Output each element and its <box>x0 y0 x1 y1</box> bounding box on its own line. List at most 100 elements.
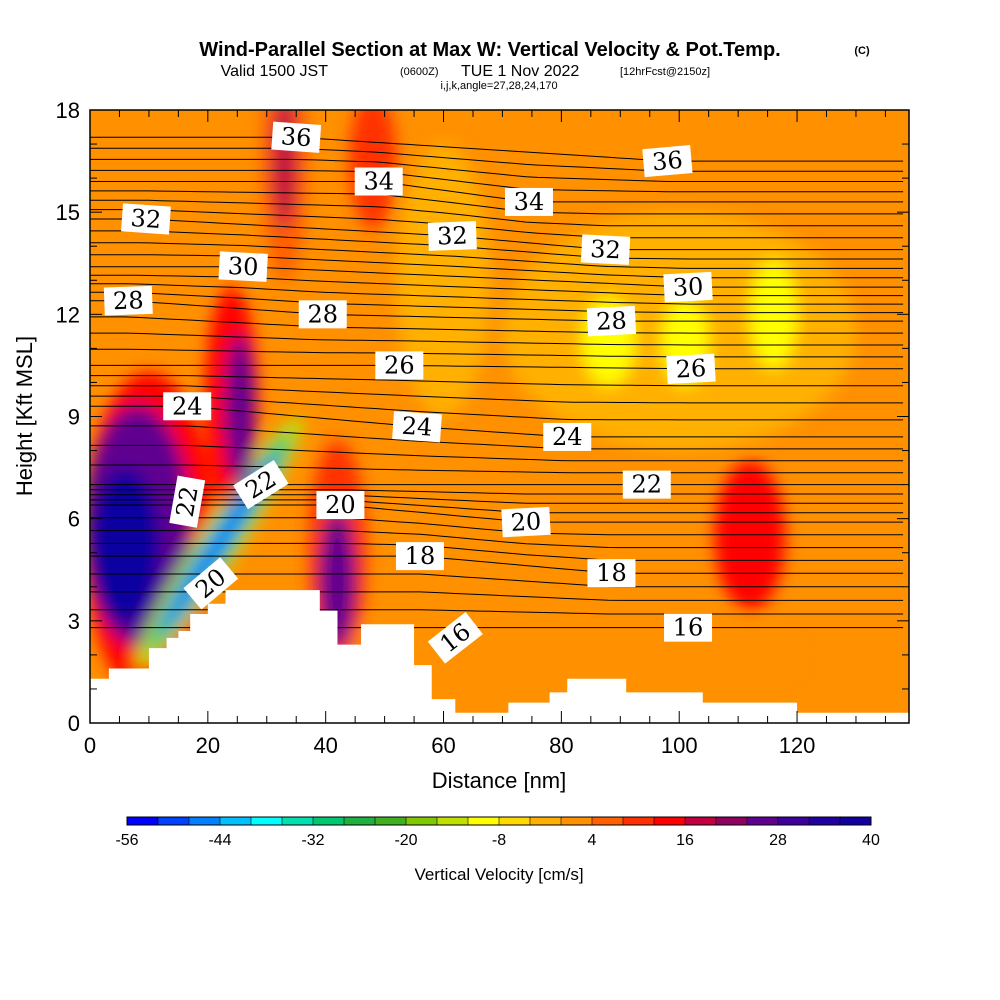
theta-label-group: 30 <box>663 271 713 303</box>
theta-contour-label: 18 <box>405 542 436 570</box>
theta-label-box <box>163 392 212 421</box>
colorbar-label: Vertical Velocity [cm/s] <box>414 865 583 884</box>
theta-label-box <box>169 475 206 528</box>
theta-contour-line <box>90 385 904 404</box>
colorbar-swatch <box>344 817 376 825</box>
theta-contours <box>90 136 904 629</box>
theta-contour-label: 26 <box>675 354 707 384</box>
theta-contour-line <box>90 181 904 203</box>
theta-contour-line <box>90 499 904 514</box>
theta-contour-line <box>90 291 904 314</box>
theta-contour-line <box>90 209 904 239</box>
theta-label-box <box>271 121 322 153</box>
x-tick-label: 0 <box>84 733 96 758</box>
theta-label-group: 34 <box>504 187 553 216</box>
theta-contour-line <box>90 316 904 334</box>
theta-contour-line <box>90 542 904 561</box>
theta-label-group: 32 <box>427 221 477 251</box>
theta-label-group: 22 <box>622 470 671 499</box>
theta-label-group: 36 <box>271 121 322 153</box>
theta-label-box <box>233 460 289 510</box>
colorbar-swatch <box>220 817 252 825</box>
x-axis-label: Distance [nm] <box>432 768 567 793</box>
theta-label-group: 18 <box>395 542 444 571</box>
colorbar-swatch <box>530 817 562 825</box>
theta-label-box <box>183 557 239 610</box>
theta-label-box <box>375 351 424 380</box>
colorbar-tick-label: 4 <box>588 832 597 849</box>
theta-contour-line <box>90 444 904 462</box>
theta-contour-line <box>90 158 904 182</box>
theta-label-group: 24 <box>392 411 442 443</box>
theta-contour-line <box>90 517 904 536</box>
title-tag: (C) <box>854 45 870 57</box>
colorbar-swatch <box>313 817 345 825</box>
y-tick-label: 9 <box>68 405 80 430</box>
theta-contour-line <box>90 464 904 474</box>
colorbar-swatch <box>809 817 841 825</box>
colorbar-swatch <box>654 817 686 825</box>
theta-contour-label: 28 <box>307 300 338 328</box>
theta-label-box <box>298 300 347 329</box>
theta-contour-line <box>90 136 904 162</box>
colorbar-swatch <box>747 817 779 825</box>
theta-label-box <box>218 251 268 282</box>
x-axis: 0 20 40 60 80 100 120 <box>84 110 886 758</box>
valid-time: Valid 1500 JST <box>221 63 329 80</box>
velocity-feature-15 <box>749 259 798 369</box>
velocity-feature-17 <box>714 460 786 611</box>
y-tick-label: 0 <box>68 711 80 736</box>
theta-contour-line <box>90 300 904 322</box>
colorbar-swatch <box>499 817 531 825</box>
theta-label-box <box>622 470 671 499</box>
colorbar-swatch <box>282 817 314 825</box>
y-axis-label: Height [Kft MSL] <box>12 336 37 496</box>
theta-contour-line <box>90 504 904 523</box>
y-tick-label: 3 <box>68 609 80 634</box>
theta-contour-line <box>90 591 904 601</box>
theta-label-box <box>504 187 553 216</box>
theta-label-group: 26 <box>375 351 424 380</box>
theta-label-box <box>121 203 171 235</box>
colorbar-swatch <box>127 817 159 825</box>
theta-contour-label: 36 <box>651 146 684 177</box>
colorbar-swatch <box>840 817 872 825</box>
theta-contour-line <box>90 425 904 450</box>
terrain-profile <box>90 590 909 723</box>
theta-contour-label: 30 <box>672 272 704 302</box>
colorbar-swatch <box>778 817 810 825</box>
theta-label-box <box>103 285 153 316</box>
colorbar-swatch <box>437 817 469 825</box>
colorbar-swatch <box>375 817 407 825</box>
theta-contour-label: 32 <box>437 221 469 250</box>
theta-label-group: 28 <box>298 300 347 329</box>
theta-contour-line <box>90 364 904 370</box>
x-tick-label: 120 <box>779 733 816 758</box>
colorbar-swatch <box>189 817 221 825</box>
grid-indices: i,j,k,angle=27,28,24,170 <box>440 80 557 92</box>
theta-label-box <box>666 353 716 385</box>
theta-label-group: 28 <box>103 285 153 316</box>
velocity-feature-0 <box>90 467 161 625</box>
colorbar-tick-label: 40 <box>862 832 880 849</box>
valid-utc: (0600Z) <box>400 66 439 78</box>
theta-contour-label: 20 <box>325 491 356 519</box>
theta-contour-line <box>90 190 904 215</box>
terrain <box>90 590 909 723</box>
theta-label-box <box>316 491 365 520</box>
x-tick-label: 20 <box>196 733 220 758</box>
theta-label-group: 26 <box>666 353 716 385</box>
theta-contour-line <box>90 199 904 227</box>
theta-contour-line <box>90 169 904 193</box>
colorbar-tick-label: 28 <box>769 832 787 849</box>
theta-contour-label: 22 <box>171 484 204 519</box>
colorbar: -56 -44 -32 -20 -8 4 16 28 40 <box>115 816 880 849</box>
theta-contour-line <box>90 230 904 260</box>
colorbar-swatch <box>468 817 500 825</box>
y-tick-label: 15 <box>56 200 80 225</box>
valid-date: TUE 1 Nov 2022 <box>461 63 579 80</box>
theta-contour-line <box>90 332 904 346</box>
theta-label-group: 30 <box>218 251 268 282</box>
